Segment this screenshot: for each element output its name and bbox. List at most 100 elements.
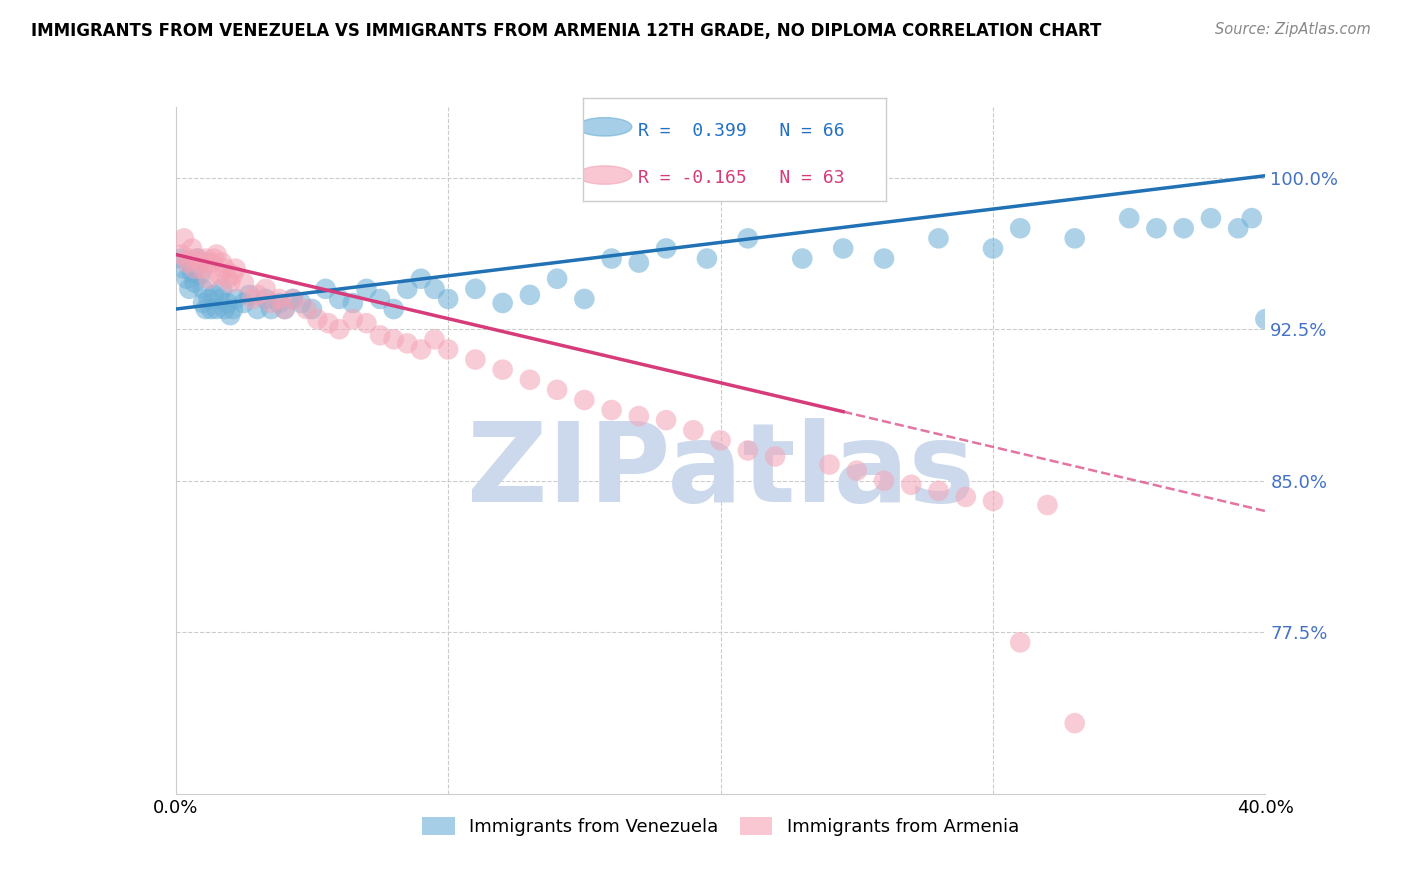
Point	[464, 352, 486, 367]
Point	[170, 252, 193, 266]
Point	[627, 255, 650, 269]
Point	[342, 312, 364, 326]
Point	[269, 296, 291, 310]
Point	[437, 292, 460, 306]
Point	[246, 301, 269, 316]
Point	[928, 483, 950, 498]
Point	[301, 301, 323, 316]
Point	[382, 332, 405, 346]
Point	[328, 292, 350, 306]
Point	[318, 316, 340, 330]
Point	[845, 464, 868, 478]
Point	[200, 255, 222, 269]
Point	[205, 301, 228, 316]
Point	[832, 242, 855, 256]
Point	[1063, 716, 1085, 731]
Point	[655, 413, 678, 427]
Point	[900, 477, 922, 491]
Point	[225, 261, 247, 276]
Point	[546, 271, 568, 285]
Point	[260, 296, 283, 310]
Point	[574, 392, 596, 407]
Point	[1173, 221, 1195, 235]
Point	[200, 301, 222, 316]
Point	[188, 268, 211, 282]
Point	[181, 266, 204, 280]
Point	[274, 301, 297, 316]
Point	[818, 458, 841, 472]
Text: Source: ZipAtlas.com: Source: ZipAtlas.com	[1215, 22, 1371, 37]
Point	[396, 336, 419, 351]
Point	[356, 282, 378, 296]
Point	[600, 403, 623, 417]
Point	[437, 343, 460, 357]
Point	[1199, 211, 1222, 226]
Point	[737, 443, 759, 458]
Point	[1063, 231, 1085, 245]
Point	[546, 383, 568, 397]
Point	[254, 282, 277, 296]
Text: ZIPatlas: ZIPatlas	[467, 417, 974, 524]
Point	[186, 252, 209, 266]
Text: R =  0.399   N = 66: R = 0.399 N = 66	[638, 122, 845, 140]
Point	[356, 316, 378, 330]
Point	[194, 301, 217, 316]
Point	[211, 282, 233, 296]
Point	[170, 247, 193, 261]
Point	[328, 322, 350, 336]
Point	[186, 252, 209, 266]
Point	[176, 255, 198, 269]
Point	[1118, 211, 1140, 226]
Point	[208, 268, 231, 282]
Point	[492, 296, 515, 310]
Point	[396, 282, 419, 296]
Point	[682, 423, 704, 437]
Point	[219, 276, 242, 290]
Point	[574, 292, 596, 306]
Point	[382, 301, 405, 316]
Circle shape	[578, 166, 631, 185]
Point	[955, 490, 977, 504]
Point	[696, 252, 718, 266]
Point	[197, 271, 219, 285]
Point	[202, 252, 225, 266]
Point	[217, 296, 239, 310]
Point	[181, 242, 204, 256]
Point	[1254, 312, 1277, 326]
Point	[627, 409, 650, 423]
Point	[1010, 635, 1032, 649]
Text: R = -0.165   N = 63: R = -0.165 N = 63	[638, 169, 845, 187]
Point	[1036, 498, 1059, 512]
Point	[238, 288, 260, 302]
Point	[1240, 211, 1263, 226]
Point	[763, 450, 786, 464]
Point	[269, 292, 291, 306]
Point	[205, 247, 228, 261]
Point	[219, 308, 242, 322]
Point	[655, 242, 678, 256]
Point	[737, 231, 759, 245]
Point	[519, 288, 541, 302]
Point	[214, 301, 236, 316]
Point	[214, 261, 236, 276]
Legend: Immigrants from Venezuela, Immigrants from Armenia: Immigrants from Venezuela, Immigrants fr…	[415, 810, 1026, 843]
Point	[928, 231, 950, 245]
Point	[368, 328, 391, 343]
Point	[191, 261, 214, 276]
Point	[423, 282, 446, 296]
Point	[281, 292, 304, 306]
Point	[188, 255, 211, 269]
Point	[260, 301, 283, 316]
Point	[191, 282, 214, 296]
Point	[792, 252, 814, 266]
Text: IMMIGRANTS FROM VENEZUELA VS IMMIGRANTS FROM ARMENIA 12TH GRADE, NO DIPLOMA CORR: IMMIGRANTS FROM VENEZUELA VS IMMIGRANTS …	[31, 22, 1101, 40]
Point	[184, 261, 207, 276]
Point	[176, 271, 198, 285]
Point	[225, 292, 247, 306]
Point	[290, 296, 312, 310]
Circle shape	[578, 118, 631, 136]
Point	[202, 288, 225, 302]
Point	[232, 296, 254, 310]
Point	[368, 292, 391, 306]
Point	[423, 332, 446, 346]
